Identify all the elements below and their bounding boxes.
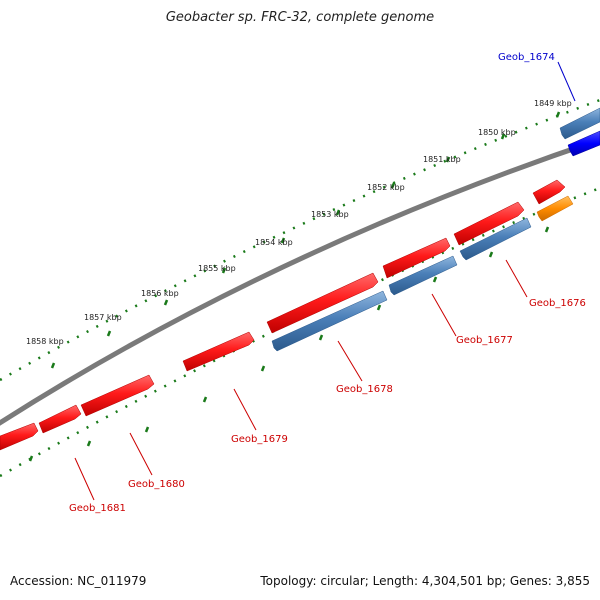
gene-feature-geob-1674[interactable]: [567, 130, 600, 157]
gene-feature-geob-1681a[interactable]: [38, 404, 82, 434]
gene-label-geob-1674[interactable]: Geob_1674: [498, 52, 555, 63]
genome-backbone: [0, 137, 600, 426]
label-connectors: [74, 61, 576, 501]
forward-strand-features: [0, 179, 566, 451]
gene-feature-reverse-1[interactable]: [459, 217, 532, 261]
tick-label: 1852 kbp: [367, 183, 405, 192]
gene-label-geob-1678[interactable]: Geob_1678: [336, 384, 393, 395]
gene-feature-geob-1679[interactable]: [182, 331, 255, 372]
tick-label: 1858 kbp: [26, 337, 64, 346]
gene-feature-reverse-2[interactable]: [388, 255, 458, 296]
gene-feature-geob-1680[interactable]: [80, 374, 155, 417]
inner-major-ticks: [28, 226, 550, 462]
accession-text: Accession: NC_011979: [10, 574, 147, 588]
outer-major-ticks: [50, 111, 561, 369]
gene-label-geob-1676[interactable]: Geob_1676: [529, 298, 586, 309]
gene-feature-geob-1681b[interactable]: [0, 422, 39, 451]
gene-label-geob-1681[interactable]: Geob_1681: [69, 503, 126, 514]
gene-feature-geob-1677a[interactable]: [453, 201, 525, 246]
page-title: Geobacter sp. FRC-32, complete genome: [165, 10, 435, 25]
gene-label-geob-1677[interactable]: Geob_1677: [456, 335, 513, 346]
gene-label-geob-1680[interactable]: Geob_1680: [128, 479, 185, 490]
reverse-strand-features: [271, 107, 600, 352]
tick-label: 1853 kbp: [311, 210, 349, 219]
gene-feature-orange[interactable]: [536, 195, 574, 222]
genome-summary-text: Topology: circular; Length: 4,304,501 bp…: [260, 574, 590, 588]
gene-feature-geob-1677b[interactable]: [382, 237, 451, 279]
tick-label: 1851 kbp: [423, 155, 461, 164]
gene-feature-geob-1678[interactable]: [266, 272, 379, 334]
gene-feature-reverse-3[interactable]: [271, 290, 388, 352]
tick-label: 1856 kbp: [141, 289, 179, 298]
gene-feature-geob-1674-upper[interactable]: [559, 107, 600, 140]
inner-ruler-line: [0, 186, 600, 478]
gene-label-geob-1679[interactable]: Geob_1679: [231, 434, 288, 445]
tick-label: 1854 kbp: [255, 238, 293, 247]
tick-label: 1849 kbp: [534, 99, 572, 108]
tick-label: 1855 kbp: [198, 264, 236, 273]
gene-feature-geob-1676[interactable]: [532, 179, 566, 205]
tick-label: 1850 kbp: [478, 128, 516, 137]
tick-label: 1857 kbp: [84, 313, 122, 322]
